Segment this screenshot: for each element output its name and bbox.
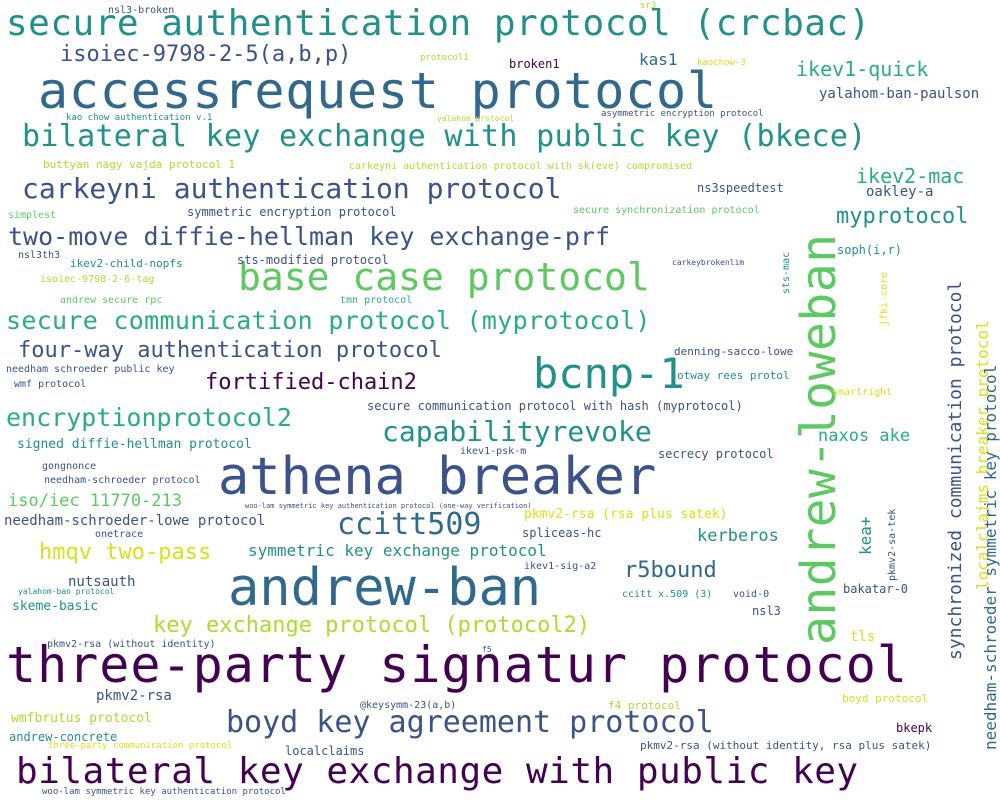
cloud-word: ikev2-child-nopfs bbox=[70, 257, 183, 270]
cloud-word: tls bbox=[850, 629, 876, 645]
cloud-word: signed diffie-hellman protocol bbox=[17, 437, 252, 452]
cloud-word: three-party signatur protocol bbox=[6, 636, 908, 694]
cloud-word: buttyan nagy vajda protocol 1 bbox=[43, 158, 236, 171]
cloud-word: secure communication protocol with hash … bbox=[367, 399, 743, 413]
cloud-word: symmetric encryption protocol bbox=[187, 205, 397, 219]
cloud-word: ccitt509 bbox=[337, 507, 482, 542]
cloud-word: asymmetric encryption protocol bbox=[601, 109, 764, 119]
cloud-word: base case protocol bbox=[238, 255, 650, 299]
cloud-word: ikev2-mac bbox=[856, 164, 965, 188]
cloud-word: broken1 bbox=[509, 57, 560, 71]
cloud-word: bilateral key exchange with public key bbox=[16, 751, 859, 792]
cloud-word: boyd key agreement protocol bbox=[226, 705, 714, 740]
cloud-word: key exchange protocol (protocol2) bbox=[153, 613, 591, 638]
cloud-word: two-move diffie-hellman key exchange-prf bbox=[8, 222, 611, 251]
cloud-word: isoiec-9798-2-5(a,b,p) bbox=[60, 42, 352, 67]
cloud-word: carkeyni authentication protocol bbox=[22, 172, 562, 205]
cloud-word: f4 protocol bbox=[608, 699, 681, 712]
cloud-word: spliceas-hc bbox=[522, 526, 602, 540]
cloud-word: carkeyni authentication protocol with sk… bbox=[349, 161, 693, 172]
cloud-word: f5 bbox=[482, 645, 492, 654]
cloud-word: naxos ake bbox=[818, 426, 911, 446]
cloud-word: bakatar-0 bbox=[843, 582, 909, 596]
cloud-word: localclaims bbox=[285, 744, 365, 758]
cloud-word: accessrequest protocol bbox=[38, 62, 718, 120]
cloud-word: onetrace bbox=[95, 529, 144, 540]
cloud-word: hmqv two-pass bbox=[39, 540, 212, 565]
cloud-word: yalahom-ban protocol bbox=[18, 587, 115, 596]
cloud-word: carkeybrokenlim bbox=[672, 258, 745, 267]
cloud-word: void-0 bbox=[733, 589, 770, 600]
cloud-word: iso/iec 11770-213 bbox=[8, 491, 182, 511]
cloud-word: needham schroeder public key bbox=[6, 364, 175, 375]
cloud-word: bcnp-1 bbox=[533, 349, 685, 398]
cloud-word: protocol1 bbox=[420, 53, 469, 63]
cloud-word: nsl3 bbox=[752, 604, 781, 618]
cloud-word: yalahom-ban-paulson bbox=[819, 86, 980, 102]
cloud-word: fortified-chain2 bbox=[205, 370, 417, 395]
cloud-word: nsl3th3 bbox=[18, 250, 61, 261]
cloud-word: denning-sacco-lowe bbox=[674, 345, 794, 358]
cloud-word: pkmv2-rsa bbox=[96, 688, 172, 704]
cloud-word: isoiec-9798-2-6-tag bbox=[40, 274, 155, 285]
cloud-word: symmetric key exchange protocol bbox=[248, 541, 547, 560]
cloud-word: capabilityrevoke bbox=[382, 415, 652, 448]
cloud-word: ikev1-quick bbox=[796, 57, 929, 81]
cloud-word: needham-schroeder symmetric key protocol bbox=[981, 364, 1000, 750]
cloud-word: gongnonce bbox=[42, 461, 97, 472]
cloud-word: myprotocol bbox=[836, 204, 969, 229]
cloud-word: sr3 bbox=[640, 1, 657, 11]
cloud-word: soph(i,r) bbox=[837, 243, 903, 257]
cloud-word: secure authentication protocol (crcbac) bbox=[6, 3, 871, 44]
cloud-word: skeme-basic bbox=[12, 599, 99, 614]
cloud-word: ikev1-psk-m bbox=[460, 446, 527, 457]
cloud-word: secrecy protocol bbox=[658, 447, 774, 461]
cloud-word: encryptionprotocol2 bbox=[6, 403, 292, 432]
cloud-word: boyd protocol bbox=[842, 692, 929, 705]
cloud-word: pkmv2-sa-tek bbox=[887, 508, 898, 581]
cloud-word: woo-lam symmetric key authentication pro… bbox=[245, 502, 532, 510]
cloud-word: secure communication protocol (myprotoco… bbox=[6, 306, 651, 335]
cloud-word: kerberos bbox=[697, 526, 779, 546]
cloud-word: yalahom protocol bbox=[437, 114, 515, 123]
cloud-word: andrew-ban bbox=[228, 558, 542, 618]
cloud-word: athena breaker bbox=[218, 447, 657, 507]
cloud-word: kas1 bbox=[639, 50, 678, 69]
cloud-word: simplest bbox=[8, 210, 57, 221]
cloud-word: smartright bbox=[832, 387, 893, 398]
cloud-word: sts-mac bbox=[781, 251, 792, 294]
cloud-word: secure synchronization protocol bbox=[573, 205, 760, 216]
cloud-word: wmf protocol bbox=[14, 379, 87, 390]
cloud-word: four-way authentication protocol bbox=[18, 338, 442, 363]
cloud-word: jfki-core bbox=[879, 271, 890, 326]
cloud-word: pkmv2-rsa (without identity) bbox=[47, 639, 216, 650]
cloud-word: needham-schroeder-lowe protocol bbox=[4, 513, 266, 529]
cloud-word: nutsauth bbox=[68, 574, 136, 590]
cloud-word: pkmv2-rsa (without identity, rsa plus sa… bbox=[640, 739, 932, 752]
cloud-word: tmn protocol bbox=[340, 295, 413, 306]
cloud-word: kao chow authentication v.1 bbox=[66, 113, 213, 123]
cloud-word: @keysymm-23(a,b) bbox=[360, 700, 457, 711]
cloud-word: synchronized communication protocol bbox=[945, 280, 966, 660]
cloud-word: ns3speedtest bbox=[697, 181, 784, 195]
cloud-word: andrew-concrete bbox=[9, 730, 118, 744]
cloud-word: kaochow-3 bbox=[697, 58, 746, 68]
cloud-word: pkmv2-rsa (rsa plus satek) bbox=[524, 507, 728, 522]
cloud-word: bkepk bbox=[896, 721, 933, 735]
cloud-word: bilateral key exchange with public key (… bbox=[22, 119, 867, 154]
cloud-word: three-party communication protocol bbox=[48, 741, 233, 751]
cloud-word: r5bound bbox=[624, 558, 717, 583]
cloud-word: sts-modified protocol bbox=[237, 253, 389, 267]
cloud-word: ccitt x.509 (3) bbox=[622, 589, 713, 600]
cloud-word: nsl3-broken bbox=[108, 5, 175, 16]
cloud-word: andrew secure rpc bbox=[60, 295, 163, 306]
cloud-word: oakley-a bbox=[866, 184, 934, 200]
cloud-word: otway rees protol bbox=[677, 369, 790, 382]
cloud-word: needham-schroeder protocol bbox=[44, 475, 201, 486]
cloud-word: woo-lam symmetric key authentication pro… bbox=[42, 787, 286, 797]
cloud-word: kea+ bbox=[856, 516, 875, 555]
cloud-word: ikev1-sig-a2 bbox=[524, 561, 597, 572]
cloud-word: wmfbrutus protocol bbox=[11, 711, 152, 726]
